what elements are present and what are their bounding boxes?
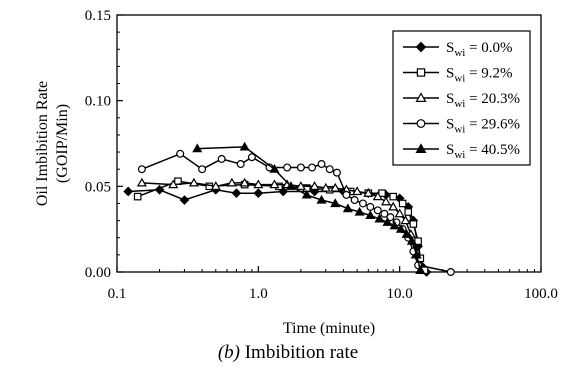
x-axis-label: Time (minute) (283, 320, 375, 337)
series-point (342, 203, 353, 213)
series-point (253, 188, 264, 199)
series-point (301, 189, 312, 199)
series-point (309, 181, 320, 190)
series-point (386, 213, 395, 222)
series-point (404, 208, 413, 216)
series-point (394, 208, 405, 218)
series-point (226, 177, 237, 187)
series-point (210, 181, 221, 190)
series-point (388, 201, 399, 211)
plot-frame (116, 14, 542, 273)
series-point (372, 191, 383, 201)
series-point (342, 190, 351, 199)
series-point (332, 168, 341, 177)
series-point (176, 149, 185, 158)
series-point (217, 154, 226, 163)
series-point (409, 220, 418, 228)
series-point (239, 141, 250, 151)
series-point (325, 165, 334, 174)
series-point (366, 202, 375, 211)
x-tick-label: 10.0 (387, 286, 413, 302)
x-tick-label: 0.1 (108, 286, 127, 302)
series-point (296, 163, 305, 172)
imbibition-rate-chart: 0.00 0.05 0.10 0.15 0.1 1.0 10.0 100.0 Time (min… (34, 8, 558, 337)
caption-text: Imbibition rate (244, 342, 359, 363)
series-point (389, 192, 397, 201)
series-point (247, 153, 256, 162)
legend-label: Swi = 40.5% (446, 142, 520, 161)
series-point (133, 192, 142, 201)
series-point (354, 206, 365, 216)
series-point (188, 177, 199, 187)
figure-caption: (b) Imbibition rate (0, 342, 576, 364)
series-point (330, 198, 341, 208)
series-point (365, 210, 376, 220)
series-point (380, 209, 389, 218)
series-point (320, 182, 331, 192)
series-point (389, 220, 400, 230)
series-point (330, 182, 341, 192)
legend-swatch-marker (416, 119, 426, 128)
series-point (382, 217, 393, 226)
legend-swatch-marker (415, 92, 427, 102)
legend-label: Swi = 9.2% (446, 66, 513, 85)
legend-swatch-marker (416, 68, 426, 77)
series-point (295, 181, 306, 190)
series-point (374, 213, 385, 223)
series-point (415, 265, 426, 274)
series-point (136, 177, 147, 187)
series-point (358, 199, 367, 208)
x-tick-label: 100.0 (524, 286, 558, 302)
legend-label: Swi = 20.3% (446, 91, 520, 110)
series-point (192, 143, 203, 153)
series-point (398, 199, 407, 208)
series-point (406, 235, 417, 245)
series-point (378, 189, 386, 197)
series-point (395, 223, 406, 233)
series-point (123, 186, 134, 197)
series-point (269, 163, 280, 173)
y-axis-label: Oil Imbibition Rate (34, 81, 51, 206)
series-point (198, 165, 207, 174)
series-point (400, 215, 411, 225)
series-point (253, 179, 264, 189)
series-point (373, 206, 382, 215)
series-point (236, 160, 245, 169)
y-tick-label: 0.00 (85, 265, 111, 281)
series-point (239, 177, 250, 187)
legend-label: Swi = 29.6% (446, 117, 520, 136)
caption-label: (b) (217, 342, 240, 363)
y-tick-label: 0.10 (85, 94, 111, 110)
series-point (414, 237, 422, 245)
series-point (283, 163, 292, 172)
legend-label: Swi = 0.0% (446, 40, 513, 59)
series-point (316, 194, 327, 204)
legend-swatch-marker (415, 143, 427, 153)
series-point (380, 196, 392, 206)
series-point (168, 179, 179, 189)
series-point (317, 160, 326, 169)
y-tick-label: 0.05 (85, 179, 111, 195)
series-point (179, 195, 190, 205)
series-point (269, 179, 280, 189)
legend-swatch-marker (415, 41, 427, 53)
series-point (137, 165, 146, 174)
series-point (411, 249, 422, 259)
x-tick-label: 1.0 (249, 286, 268, 302)
series-point (231, 188, 242, 199)
series-point (308, 163, 317, 172)
series-point (350, 196, 359, 205)
series-point (401, 229, 412, 238)
series-line (128, 189, 428, 273)
y-axis-label: (GOIP/Min) (54, 104, 71, 183)
series-point (285, 181, 296, 190)
series-point (363, 187, 374, 197)
y-tick-label: 0.15 (85, 8, 111, 24)
series-point (352, 186, 363, 196)
series-point (446, 268, 455, 277)
